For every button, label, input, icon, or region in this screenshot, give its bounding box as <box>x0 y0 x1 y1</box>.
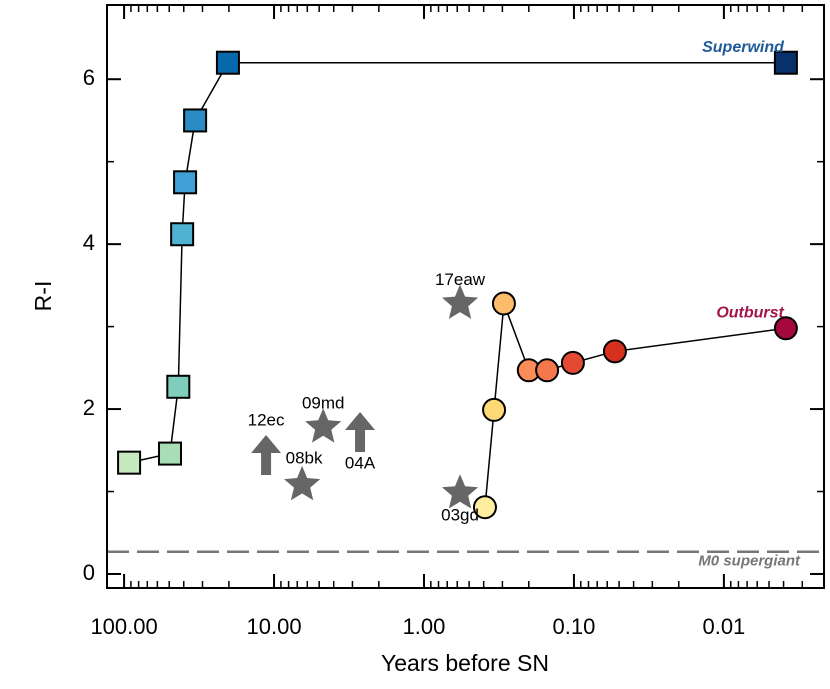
circle-marker <box>535 358 560 383</box>
point-label: 17eaw <box>435 270 486 289</box>
x-tick-label: 0.10 <box>553 614 596 639</box>
y-tick-label: 0 <box>83 560 95 585</box>
square-marker <box>170 222 195 247</box>
plot-frame <box>106 4 825 589</box>
square-marker <box>117 450 142 475</box>
arrow-marker <box>345 411 376 452</box>
point-label: 09md <box>302 394 345 413</box>
y-tick-label: 4 <box>83 230 95 255</box>
y-axis-label: R-I <box>30 281 56 312</box>
square-marker <box>215 50 240 75</box>
x-axis-label: Years before SN <box>381 650 549 676</box>
series-line <box>128 61 786 464</box>
point-label: 04A <box>345 453 376 472</box>
square-marker <box>183 108 208 133</box>
star-marker <box>305 408 342 443</box>
x-tick-label: 0.01 <box>702 614 745 639</box>
y-tick-label: 2 <box>83 395 95 420</box>
series-label: Outburst <box>716 304 784 321</box>
circle-marker <box>773 316 798 341</box>
point-label: 03gd <box>441 506 479 525</box>
square-marker <box>173 170 198 195</box>
circle-marker <box>602 339 627 364</box>
circle-marker <box>491 291 516 316</box>
x-tick-label: 10.00 <box>247 614 302 639</box>
circle-marker <box>560 350 585 375</box>
square-marker <box>773 50 798 75</box>
square-marker <box>158 441 183 466</box>
reference-label: M0 supergiant <box>698 553 801 570</box>
x-tick-label: 100.00 <box>90 614 157 639</box>
series-label: Superwind <box>702 39 785 56</box>
point-label: 12ec <box>248 411 285 430</box>
point-label: 08bk <box>286 448 323 467</box>
star-marker <box>442 474 479 509</box>
star-marker <box>442 284 479 319</box>
circle-marker <box>482 397 507 422</box>
star-marker <box>284 465 321 501</box>
circle-marker <box>472 495 497 520</box>
arrow-marker <box>251 435 282 476</box>
x-tick-label: 1.00 <box>403 614 446 639</box>
square-marker <box>166 374 191 399</box>
series-line <box>484 303 786 508</box>
y-tick-label: 6 <box>83 65 95 90</box>
